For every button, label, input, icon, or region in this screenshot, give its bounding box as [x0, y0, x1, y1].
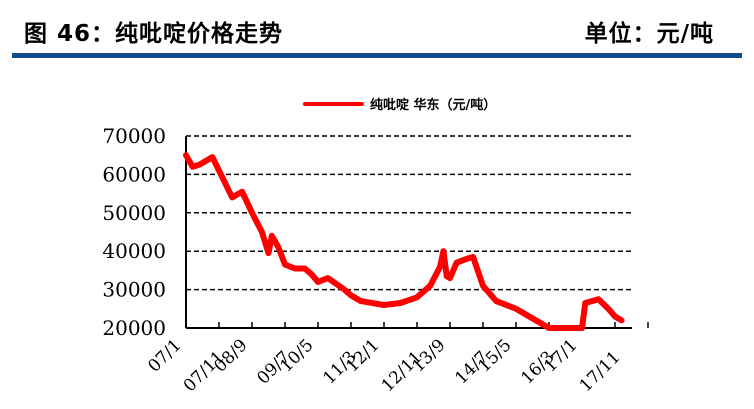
legend: 纯吡啶 华东（元/吨） [303, 97, 496, 113]
y-tick-label: 20000 [102, 316, 166, 340]
y-tick-label: 30000 [102, 278, 166, 302]
y-tick-label: 50000 [102, 201, 166, 225]
y-tick-label: 60000 [102, 162, 166, 186]
gridlines [186, 135, 632, 291]
y-tick-label: 40000 [102, 239, 166, 263]
x-tick-label: 07/1 [144, 335, 185, 376]
y-axis: 70000 60000 50000 40000 30000 20000 [102, 124, 187, 340]
figure-title: 图 46：纯吡啶价格走势 [24, 21, 284, 47]
legend-label: 纯吡啶 华东（元/吨） [370, 97, 496, 113]
series-line-pyridine [183, 152, 625, 331]
title-divider [12, 53, 742, 58]
y-tick-label: 70000 [102, 124, 166, 148]
x-tick-label: 17/11 [576, 347, 625, 396]
unit-label: 单位：元/吨 [584, 21, 714, 47]
